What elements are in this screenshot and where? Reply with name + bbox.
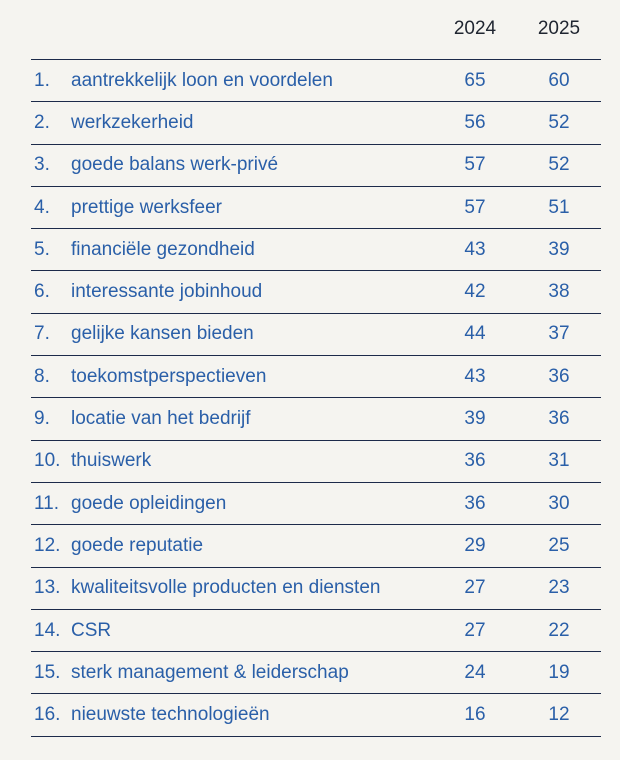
value-2024: 65 (464, 69, 486, 91)
value-2025: 22 (548, 619, 570, 641)
row-label: sterk management & leiderschap (71, 661, 349, 683)
table-row: 2. werkzekerheid 56 52 (31, 102, 601, 145)
value-2024: 24 (464, 661, 486, 683)
table-row: 10. thuiswerk 36 31 (31, 441, 601, 483)
value-2024: 29 (464, 534, 486, 556)
table-row: 12. goede reputatie 29 25 (31, 525, 601, 568)
row-rank: 1. (34, 69, 50, 91)
value-2025: 30 (548, 492, 570, 514)
table-row: 9. locatie van het bedrijf 39 36 (31, 398, 601, 441)
table-row: 14. CSR 27 22 (31, 610, 601, 653)
row-rank: 13. (34, 577, 61, 599)
table-row: 13. kwaliteitsvolle producten en diensten… (31, 568, 601, 610)
column-header-2025: 2025 (537, 18, 581, 39)
row-rank: 9. (34, 408, 50, 430)
value-2025: 60 (548, 69, 570, 91)
table-row: 7. gelijke kansen bieden 44 37 (31, 314, 601, 357)
value-2025: 25 (548, 534, 570, 556)
value-2025: 51 (548, 196, 570, 218)
row-rank: 3. (34, 154, 50, 176)
row-rank: 12. (34, 534, 61, 556)
row-rank: 2. (34, 111, 50, 133)
value-2024: 56 (464, 111, 486, 133)
table-row: 6. interessante jobinhoud 42 38 (31, 271, 601, 314)
row-label: kwaliteitsvolle producten en diensten (71, 577, 381, 599)
value-2024: 16 (464, 704, 486, 726)
value-2024: 57 (464, 196, 486, 218)
value-2025: 36 (548, 408, 570, 430)
value-2025: 36 (548, 365, 570, 387)
ranking-table: 1. aantrekkelijk loon en voordelen 65 60 2. w… (31, 59, 601, 737)
table-row: 8. toekomstperspectieven 43 36 (31, 356, 601, 399)
row-label: werkzekerheid (71, 111, 194, 133)
value-2024: 36 (464, 492, 486, 514)
value-2025: 31 (548, 450, 570, 472)
value-2024: 42 (464, 281, 486, 303)
value-2024: 27 (464, 577, 486, 599)
table-row: 4. prettige werksfeer 57 51 (31, 187, 601, 230)
row-label: goede opleidingen (71, 492, 227, 514)
row-label: toekomstperspectieven (71, 365, 267, 387)
value-2025: 52 (548, 154, 570, 176)
value-2025: 38 (548, 281, 570, 303)
value-2025: 39 (548, 238, 570, 260)
row-label: aantrekkelijk loon en voordelen (71, 69, 333, 91)
row-rank: 5. (34, 238, 50, 260)
row-label: locatie van het bedrijf (71, 408, 251, 430)
value-2024: 43 (464, 365, 486, 387)
value-2025: 52 (548, 111, 570, 133)
row-rank: 6. (34, 281, 50, 303)
table-row: 1. aantrekkelijk loon en voordelen 65 60 (31, 60, 601, 103)
value-2024: 36 (464, 450, 486, 472)
row-rank: 15. (34, 661, 61, 683)
row-label: financiële gezondheid (71, 238, 255, 260)
value-2024: 27 (464, 619, 486, 641)
row-rank: 14. (34, 619, 61, 641)
row-label: nieuwste technologieën (71, 704, 270, 726)
value-2024: 43 (464, 238, 486, 260)
value-2025: 37 (548, 323, 570, 345)
row-label: CSR (71, 619, 112, 641)
value-2025: 23 (548, 577, 570, 599)
row-rank: 11. (34, 492, 60, 514)
table-row: 16. nieuwste technologieën 16 12 (31, 694, 601, 737)
value-2024: 57 (464, 154, 486, 176)
row-rank: 8. (34, 365, 50, 387)
row-label: interessante jobinhoud (71, 281, 263, 303)
table-row: 3. goede balans werk-privé 57 52 (31, 145, 601, 187)
value-2025: 19 (548, 661, 570, 683)
row-rank: 16. (34, 704, 61, 726)
row-rank: 4. (34, 196, 50, 218)
row-label: thuiswerk (71, 450, 152, 472)
value-2024: 39 (464, 408, 486, 430)
row-label: goede reputatie (71, 534, 204, 556)
table-row: 15. sterk management & leiderschap 24 19 (31, 652, 601, 695)
row-label: goede balans werk-privé (71, 154, 279, 176)
value-2024: 44 (464, 323, 486, 345)
table-row: 11. goede opleidingen 36 30 (31, 483, 601, 526)
table-row: 5. financiële gezondheid 43 39 (31, 229, 601, 272)
row-rank: 10. (34, 450, 61, 472)
row-label: prettige werksfeer (71, 196, 223, 218)
row-rank: 7. (34, 323, 50, 345)
row-label: gelijke kansen bieden (71, 323, 254, 345)
value-2025: 12 (548, 704, 570, 726)
column-header-2024: 2024 (453, 18, 497, 39)
